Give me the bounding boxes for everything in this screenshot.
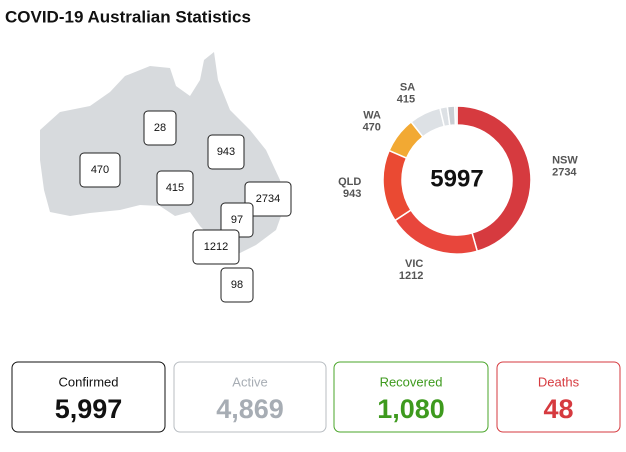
stat-label: Confirmed — [59, 374, 119, 389]
title: COVID-19 Australian Statistics — [5, 7, 251, 26]
state-box — [207, 134, 245, 170]
slice-name: VIC — [405, 258, 423, 270]
slice-value: 1212 — [399, 270, 423, 282]
slice-name: QLD — [338, 176, 361, 188]
slice-value: 415 — [397, 94, 415, 106]
donut-total: 5997 — [430, 165, 483, 192]
stat-card — [11, 361, 166, 433]
stat-label: Active — [232, 374, 267, 389]
stat-card — [173, 361, 327, 433]
stat-label: Deaths — [538, 374, 580, 389]
stat-label: Recovered — [380, 374, 443, 389]
stat-value: 1,080 — [377, 394, 445, 424]
stat-card — [496, 361, 621, 433]
state-box — [79, 152, 121, 188]
stat-value: 48 — [543, 394, 573, 424]
slice-name: WA — [363, 109, 381, 121]
donut-slice — [393, 209, 479, 255]
state-count: 97 — [231, 214, 243, 226]
state-box — [192, 229, 240, 265]
state-count: 470 — [91, 164, 109, 176]
slice-name: NSW — [552, 155, 578, 167]
state-count: 98 — [231, 279, 243, 291]
state-count: 943 — [217, 146, 235, 158]
state-box — [244, 181, 292, 217]
state-box — [220, 267, 254, 303]
state-count: 415 — [166, 182, 184, 194]
state-box — [156, 170, 194, 206]
stat-card — [333, 361, 489, 433]
state-box — [143, 110, 177, 146]
state-count: 2734 — [256, 193, 280, 205]
stat-value: 5,997 — [55, 394, 123, 424]
slice-name: SA — [400, 82, 415, 94]
stat-value: 4,869 — [216, 394, 284, 424]
state-count: 28 — [154, 122, 166, 134]
donut-slice — [454, 105, 458, 126]
state-count: 1212 — [204, 241, 228, 253]
slice-value: 943 — [343, 188, 361, 200]
slice-value: 470 — [363, 121, 381, 133]
donut-slice — [382, 149, 412, 222]
slice-value: 2734 — [552, 167, 577, 179]
